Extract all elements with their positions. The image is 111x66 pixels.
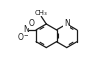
Text: N: N: [23, 25, 29, 34]
Text: O: O: [29, 18, 35, 28]
Text: CH₃: CH₃: [35, 10, 48, 16]
Text: O: O: [18, 33, 24, 42]
Text: +: +: [28, 23, 33, 28]
Text: −: −: [23, 32, 28, 37]
Text: N: N: [64, 19, 70, 29]
